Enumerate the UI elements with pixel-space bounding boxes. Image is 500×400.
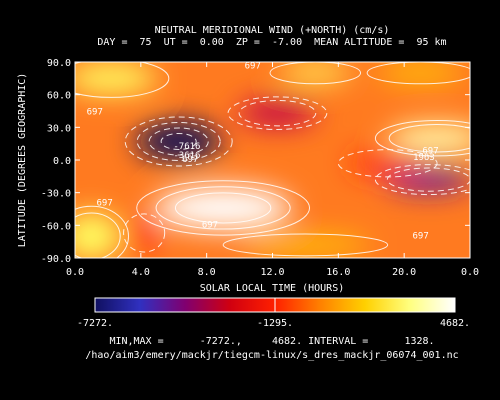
field-blob-8 bbox=[127, 217, 161, 249]
colorbar-min-label: -7272. bbox=[76, 318, 114, 329]
contour-line-1-1 bbox=[238, 100, 317, 127]
contour-line-11-0 bbox=[222, 233, 389, 257]
y-tick-label-6: -90.0 bbox=[41, 254, 71, 265]
contour-line-1-0 bbox=[227, 96, 328, 131]
y-axis-ticks: 90.0 60.0 30.0 0.0 -30.0 -60.0 -90.0 bbox=[41, 58, 470, 265]
contour-line-2-0 bbox=[374, 164, 470, 196]
y-tick-label-0: 90.0 bbox=[47, 58, 71, 69]
field-blob-5 bbox=[387, 124, 470, 153]
contour-label-5: 1963 bbox=[413, 153, 435, 163]
chart-title: NEUTRAL MERIDIONAL WIND (+NORTH) (cm/s) bbox=[154, 25, 390, 36]
x-tick-label-3: 12.0 bbox=[260, 267, 284, 278]
contour-line-8-0 bbox=[123, 213, 166, 253]
stats-line: MIN,MAX = -7272., 4682. INTERVAL = 1328. bbox=[109, 336, 435, 347]
field-blob-10 bbox=[377, 64, 464, 82]
y-tick-label-1: 60.0 bbox=[47, 91, 71, 102]
contour-line-7-0 bbox=[75, 62, 170, 98]
contour-label-9: 697 bbox=[412, 231, 428, 241]
contour-line-0-3 bbox=[160, 132, 197, 151]
contour-line-6-1 bbox=[75, 212, 121, 258]
contour-label-6: 697 bbox=[422, 146, 438, 156]
axes: 0.0 4.0 8.0 12.0 16.0 20.0 0.0 90.060.030.00.0… bbox=[41, 58, 479, 278]
field-blob-7 bbox=[75, 63, 158, 94]
field-blob-9 bbox=[279, 64, 352, 82]
contour-lines bbox=[75, 62, 470, 258]
x-axis-label: SOLAR LOCAL TIME (HOURS) bbox=[200, 283, 345, 294]
contour-line-3-0 bbox=[337, 149, 438, 178]
contour-label-8: 697 bbox=[202, 221, 218, 231]
contour-label-7: 697 bbox=[96, 199, 112, 209]
contour-line-2-1 bbox=[386, 167, 470, 192]
y-tick-label-5: -60.0 bbox=[41, 221, 71, 232]
field-blob-4 bbox=[154, 186, 293, 230]
x-tick-label-1: 4.0 bbox=[132, 267, 150, 278]
field-blobs bbox=[75, 63, 470, 258]
y-tick-label-4: -30.0 bbox=[41, 189, 71, 200]
x-tick-label-5: 20.0 bbox=[392, 267, 416, 278]
field-blob-2 bbox=[386, 167, 470, 192]
contour-label-3: -3616 bbox=[173, 151, 200, 161]
contour-label-2: -7616 bbox=[173, 142, 200, 152]
x-tick-label-2: 8.0 bbox=[198, 267, 216, 278]
contour-label-4: 697 bbox=[182, 155, 198, 165]
y-tick-label-3: 0.0 bbox=[53, 156, 71, 167]
chart-subtitle: DAY = 75 UT = 0.00 ZP = -7.00 MEAN ALTIT… bbox=[97, 37, 447, 48]
x-axis-ticks: 0.0 4.0 8.0 12.0 16.0 20.0 0.0 bbox=[66, 62, 479, 278]
field-blob-11 bbox=[239, 236, 372, 254]
field-blob-6 bbox=[75, 212, 122, 258]
contour-label-1: 697 bbox=[87, 107, 103, 117]
colorbar-mid-label: -1295. bbox=[256, 318, 294, 329]
field-blob-1 bbox=[237, 100, 317, 127]
colorbar-max-label: 4682. bbox=[439, 318, 471, 329]
y-axis-label: LATITUDE (DEGREES GEOGRAPHIC) bbox=[17, 73, 28, 248]
contour-line-5-0 bbox=[374, 120, 470, 157]
contour-line-4-1 bbox=[155, 186, 291, 230]
field-blob-3 bbox=[348, 152, 428, 175]
x-tick-label-6: 0.0 bbox=[461, 267, 479, 278]
contour-line-10-0 bbox=[366, 62, 470, 85]
contour-line-4-2 bbox=[174, 192, 272, 224]
x-tick-label-0: 0.0 bbox=[66, 267, 84, 278]
contour-line-0-0 bbox=[124, 116, 233, 167]
contour-line-5-1 bbox=[388, 123, 470, 153]
contour-line-0-1 bbox=[136, 121, 221, 162]
contour-line-9-0 bbox=[269, 62, 362, 85]
file-path: /hao/aim3/emery/mackjr/tiegcm-linux/s_dr… bbox=[85, 350, 459, 361]
y-tick-label-2: 30.0 bbox=[47, 123, 71, 134]
contour-line-4-0 bbox=[136, 180, 311, 236]
contour-line-6-0 bbox=[75, 205, 129, 258]
colorbar bbox=[94, 297, 456, 313]
x-tick-label-4: 16.0 bbox=[326, 267, 350, 278]
contour-line-0-2 bbox=[148, 127, 209, 156]
contour-label-0: 697 bbox=[245, 62, 261, 72]
